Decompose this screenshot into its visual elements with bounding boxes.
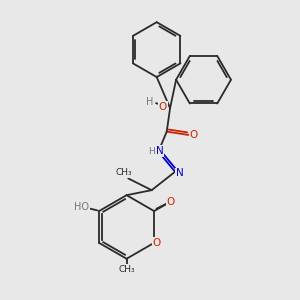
Text: HO: HO — [74, 202, 89, 212]
Text: O: O — [189, 130, 198, 140]
Text: N: N — [156, 146, 164, 156]
Text: H: H — [148, 146, 154, 155]
Text: O: O — [159, 102, 167, 112]
Text: CH₃: CH₃ — [118, 265, 135, 274]
Text: CH₃: CH₃ — [116, 168, 133, 177]
Text: H: H — [146, 97, 153, 107]
Text: O: O — [153, 238, 161, 248]
Text: O: O — [167, 197, 175, 207]
Text: N: N — [176, 168, 184, 178]
